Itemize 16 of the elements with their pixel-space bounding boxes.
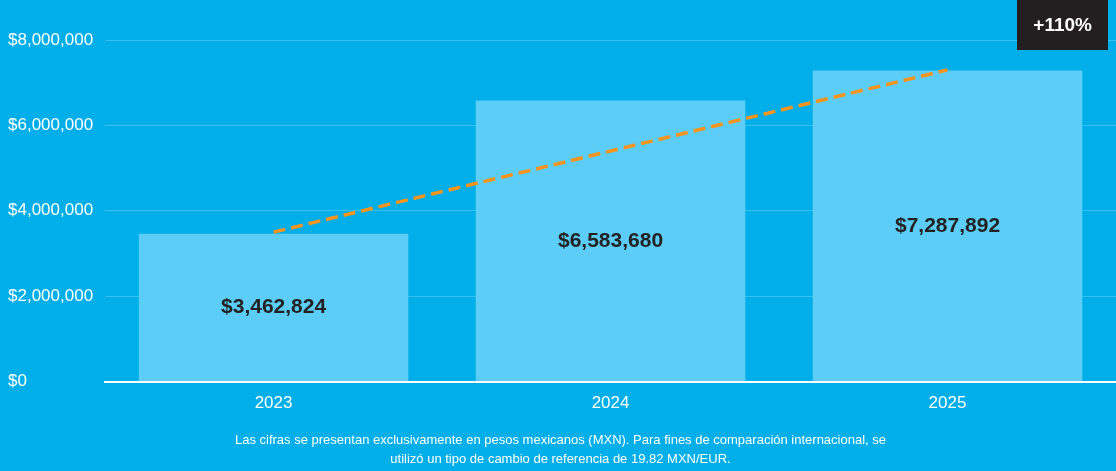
x-tick-label: 2025 [928,393,967,413]
y-tick-label: $2,000,000 [8,285,94,305]
data-label: $7,287,892 [894,212,1001,236]
x-tick-label: 2024 [591,393,630,413]
y-tick-label: $4,000,000 [8,200,94,220]
y-tick-label: $0 [8,371,27,391]
data-label: $3,462,824 [221,294,327,318]
bar [138,233,409,382]
text: Las cifras se presentan exclusivamente en pesos mexicanos (MXN). Para fines de comparación internacional, se utilizó un tipo de cambio de referencia de 19.82 MXN/EUR. [233,431,887,468]
y-tick-label: $8,000,000 [8,29,94,49]
x-tick-label: 2023 [254,393,293,413]
bar [812,70,1083,382]
bar [475,100,746,382]
y-tick-label: $6,000,000 [8,115,94,135]
data-label: $6,583,680 [557,227,664,251]
text: +110% [1017,0,1108,50]
